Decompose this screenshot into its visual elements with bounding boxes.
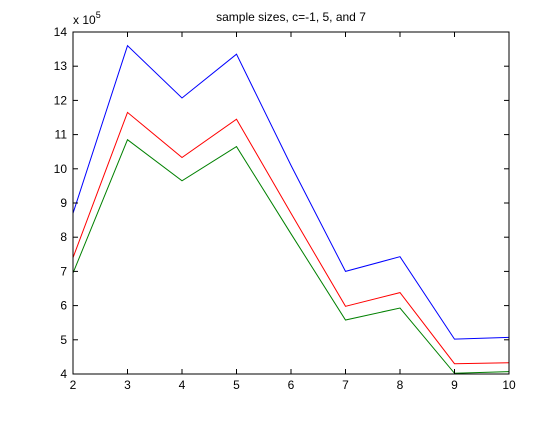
y-tick-label: 10 [54,162,68,176]
y-axis: 4 5 6 7 8 9 10 11 12 13 14 [54,25,509,381]
y-tick-label: 14 [54,25,68,39]
y-tick-label: 12 [54,93,68,107]
y-tick-label: 4 [60,367,67,381]
series-layer [72,44,510,374]
x-tick-label: 9 [451,378,458,392]
x-tick-label: 2 [70,378,77,392]
x-tick-label: 6 [288,378,295,392]
x-tick-label: 8 [397,378,404,392]
x-tick-label: 5 [233,378,240,392]
x-tick-label: 3 [124,378,131,392]
y-multiplier-exponent: 5 [96,10,101,20]
y-tick-label: 7 [60,264,67,278]
chart-title: sample sizes, c=-1, 5, and 7 [216,10,366,24]
y-tick-label: 8 [60,230,67,244]
y-tick-label: 13 [54,59,68,73]
series-line-2 [72,111,510,365]
x-tick-label: 4 [179,378,186,392]
y-tick-label: 9 [60,196,67,210]
series-line-1 [72,44,510,340]
y-tick-label: 5 [60,333,67,347]
plot-area [73,32,509,374]
y-tick-label: 6 [60,299,67,313]
y-multiplier: x 105 [73,10,101,27]
series-line-3 [72,138,510,374]
x-tick-label: 10 [502,378,516,392]
y-tick-label: 11 [55,128,68,142]
y-multiplier-base: x 10 [73,13,96,27]
x-tick-label: 7 [342,378,349,392]
x-axis: 2 3 4 5 6 7 8 9 10 [70,32,516,392]
